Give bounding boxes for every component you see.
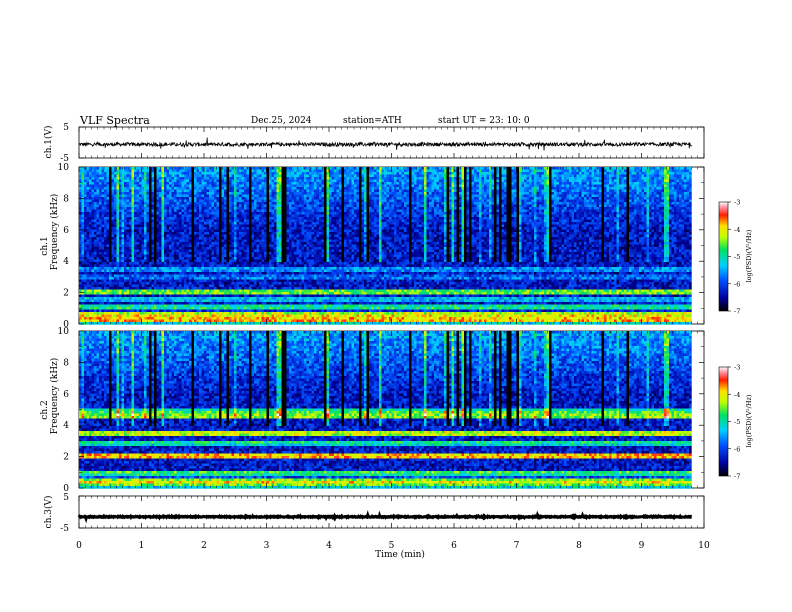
ch2-colorbar: -3 -4 -5 -6 -7 log(PSD)(V²/Hz) [719,364,753,481]
frequency-tick-label: 8 [63,194,69,204]
ch1-colorbar-gradient [719,202,728,311]
date-label: Dec.25, 2024 [251,116,312,126]
time-tick-label: 3 [264,541,270,551]
time-tick-label: 8 [576,541,582,551]
ch2-colorbar-gradient [719,367,728,476]
ch1-spectrogram-image [79,167,692,325]
colorbar-tick-label: -6 [734,445,740,453]
frequency-tick-label: 8 [63,358,69,368]
time-tick-label: 6 [451,541,457,551]
ch2-spectrogram-image [79,331,692,489]
ch1-spectrogram-ylabel-channel: ch.1 [40,236,50,255]
time-tick-label: 10 [698,541,710,551]
frequency-tick-label: 2 [63,453,69,463]
frequency-tick-label: 10 [58,327,70,337]
ch1-waveform-ylabel: ch.1(V) [43,126,54,159]
frequency-tick-label: 4 [63,257,69,267]
time-tick-label: 9 [639,541,645,551]
frequency-tick-label: 2 [63,289,69,299]
ch3-waveform-panel: 5 -5 ch.3(V) [43,493,704,534]
time-axis-label: Time (min) [375,549,425,560]
frequency-tick-label: 10 [58,163,70,173]
frequency-tick-label: 6 [63,226,69,236]
figure-title: VLF Spectra [79,114,150,127]
ch3-waveform-ytick-top: 5 [63,493,69,503]
ch2-spectrogram-ylabel-frequency: Frequency (kHz) [49,358,60,435]
frequency-tick-label: 6 [63,390,69,400]
start-time-label: start UT = 23: 10: 0 [438,116,530,126]
time-tick-label: 1 [139,541,145,551]
ch3-waveform-trace [79,515,692,518]
ch1-waveform-ytick-top: 5 [63,123,69,133]
ch3-waveform-ylabel: ch.3(V) [43,496,54,529]
time-tick-label: 0 [76,541,82,551]
colorbar-tick-label: -7 [734,473,740,481]
station-label: station=ATH [343,116,402,126]
colorbar-tick-label: -5 [734,253,740,261]
ch2-colorbar-label: log(PSD)(V²/Hz) [745,394,753,447]
ch1-colorbar-ticks: -3 -4 -5 -6 -7 [728,199,740,316]
ch2-colorbar-ticks: -3 -4 -5 -6 -7 [728,364,740,481]
ch3-waveform-ytick-bottom: -5 [60,524,69,534]
colorbar-tick-label: -4 [734,226,740,234]
colorbar-tick-label: -5 [734,418,740,426]
ch3-waveform-ticks [79,496,704,528]
colorbar-tick-label: -4 [734,391,740,399]
colorbar-tick-label: -3 [734,199,740,207]
ch2-spectrogram-ylabel-channel: ch.2 [40,400,50,419]
ch1-waveform-panel: 5 -5 ch.1(V) [43,123,704,164]
colorbar-tick-label: -6 [734,280,740,288]
colorbar-tick-label: -7 [734,308,740,316]
colorbar-tick-label: -3 [734,364,740,372]
ch1-colorbar: -3 -4 -5 -6 -7 log(PSD)(V²/Hz) [719,199,753,316]
frequency-tick-label: 4 [63,421,69,431]
ch1-waveform-trace [79,138,692,151]
ch1-spectrogram-ylabel-frequency: Frequency (kHz) [49,194,60,271]
time-tick-label: 4 [326,541,332,551]
time-tick-label: 7 [514,541,520,551]
ch1-colorbar-label: log(PSD)(V²/Hz) [745,229,753,282]
time-tick-label: 2 [201,541,207,551]
